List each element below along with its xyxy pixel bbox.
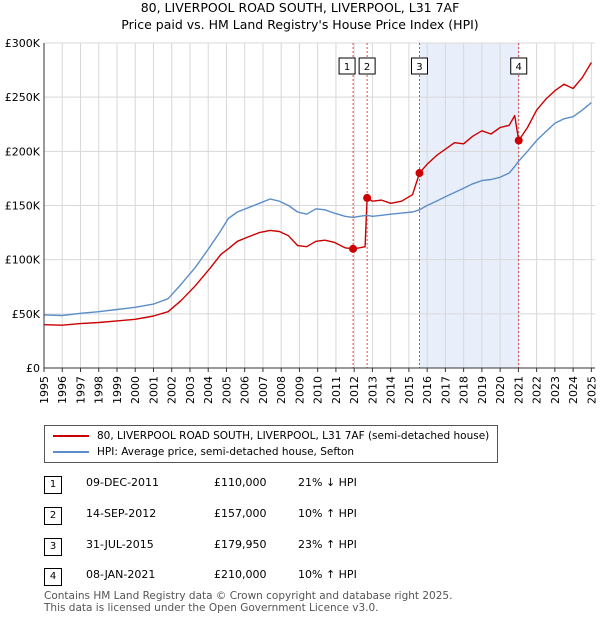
row-number-badge: 4 — [44, 568, 62, 586]
table-row: 1 09-DEC-2011 £110,000 21% ↓ HPI — [44, 476, 444, 494]
x-tick-label: 2022 — [531, 376, 544, 404]
chart-title: 80, LIVERPOOL ROAD SOUTH, LIVERPOOL, L31… — [140, 0, 460, 15]
y-tick-label: £300K — [5, 37, 41, 50]
marker-label-box — [410, 57, 428, 75]
row-price: £110,000 — [214, 476, 267, 489]
y-tick-label: £200K — [5, 145, 41, 158]
x-tick-label: 2006 — [239, 376, 252, 404]
legend-item-hpi: HPI: Average price, semi-detached house,… — [53, 444, 354, 460]
row-hpi: 10% ↑ HPI — [298, 507, 357, 520]
legend-label-hpi: HPI: Average price, semi-detached house,… — [97, 446, 355, 458]
x-tick-label: 2020 — [494, 376, 507, 404]
row-hpi: 21% ↓ HPI — [298, 476, 357, 489]
legend-item-property: 80, LIVERPOOL ROAD SOUTH, LIVERPOOL, L31… — [53, 428, 489, 444]
row-price: £157,000 — [214, 507, 267, 520]
x-tick-label: 2017 — [439, 376, 452, 404]
row-hpi: 23% ↑ HPI — [298, 538, 357, 551]
marker-label: 2 — [364, 62, 370, 73]
legend: 80, LIVERPOOL ROAD SOUTH, LIVERPOOL, L31… — [44, 425, 498, 463]
row-number-badge: 3 — [44, 538, 62, 556]
x-tick-label: 2016 — [421, 376, 434, 404]
x-tick-label: 2014 — [385, 376, 398, 404]
x-tick-label: 2010 — [312, 376, 325, 404]
sale-point — [349, 244, 358, 253]
chart-subtitle: Price paid vs. HM Land Registry's House … — [121, 17, 479, 32]
x-tick-label: 1997 — [74, 376, 87, 404]
marker-label-box — [338, 57, 356, 75]
footer-licence: This data is licensed under the Open Gov… — [44, 602, 379, 614]
y-tick-label: £100K — [5, 254, 41, 267]
row-date: 14-SEP-2012 — [86, 507, 157, 520]
row-date: 31-JUL-2015 — [86, 538, 154, 551]
row-hpi: 10% ↑ HPI — [298, 568, 357, 581]
x-tick-label: 1996 — [56, 376, 69, 404]
marker-label-box — [510, 57, 528, 75]
sale-point — [514, 136, 523, 145]
x-tick-label: 2025 — [585, 376, 598, 404]
x-tick-label: 1998 — [93, 376, 106, 404]
table-row: 3 31-JUL-2015 £179,950 23% ↑ HPI — [44, 538, 444, 556]
price-chart: £0 £50K £100K £150K £200K £250K £300K 1995 1996 1… — [5, 37, 599, 404]
series-line-property — [43, 62, 592, 326]
row-price: £210,000 — [214, 568, 267, 581]
x-tick-label: 2021 — [512, 376, 525, 404]
x-tick-label: 2009 — [293, 376, 306, 404]
series-line-hpi — [43, 102, 592, 317]
row-date: 08-JAN-2021 — [86, 568, 156, 581]
x-tick-label: 2024 — [567, 376, 580, 404]
row-date: 09-DEC-2011 — [86, 476, 160, 489]
x-tick-label: 2003 — [184, 376, 197, 404]
x-tick-label: 2019 — [476, 376, 489, 404]
legend-label-property: 80, LIVERPOOL ROAD SOUTH, LIVERPOOL, L31… — [97, 430, 490, 442]
row-price: £179,950 — [214, 538, 267, 551]
x-tick-label: 2012 — [348, 376, 361, 404]
x-tick-label: 2015 — [403, 376, 416, 404]
x-tick-label: 2005 — [220, 376, 233, 404]
y-tick-label: £150K — [5, 200, 41, 213]
sale-point — [415, 169, 424, 178]
x-tick-label: 2008 — [275, 376, 288, 404]
marker-label: 1 — [344, 62, 350, 73]
row-number-badge: 1 — [44, 476, 62, 494]
sale-point — [363, 193, 372, 202]
y-tick-label: £250K — [5, 91, 41, 104]
legend-swatch-hpi — [53, 451, 89, 453]
x-tick-label: 2000 — [129, 376, 142, 404]
x-tick-label: 2004 — [202, 376, 215, 404]
x-tick-label: 2013 — [366, 376, 379, 404]
x-tick-label: 2018 — [458, 376, 471, 404]
x-tick-label: 1995 — [38, 376, 51, 404]
y-tick-label: £50K — [12, 308, 41, 321]
x-tick-label: 2002 — [166, 376, 179, 404]
x-tick-label: 1999 — [111, 376, 124, 404]
row-number-badge: 2 — [44, 507, 62, 525]
table-row: 2 14-SEP-2012 £157,000 10% ↑ HPI — [44, 507, 444, 525]
table-row: 4 08-JAN-2021 £210,000 10% ↑ HPI — [44, 568, 444, 586]
marker-label: 3 — [416, 62, 422, 73]
y-tick-label: £0 — [26, 362, 40, 375]
x-tick-label: 2023 — [549, 376, 562, 404]
x-tick-label: 2007 — [257, 376, 270, 404]
footer-copyright: Contains HM Land Registry data © Crown c… — [44, 590, 453, 602]
marker-label-box — [358, 57, 376, 75]
marker-label: 4 — [516, 62, 522, 73]
x-tick-label: 2001 — [147, 376, 160, 404]
x-tick-label: 2011 — [330, 376, 343, 404]
legend-swatch-property — [53, 435, 89, 437]
